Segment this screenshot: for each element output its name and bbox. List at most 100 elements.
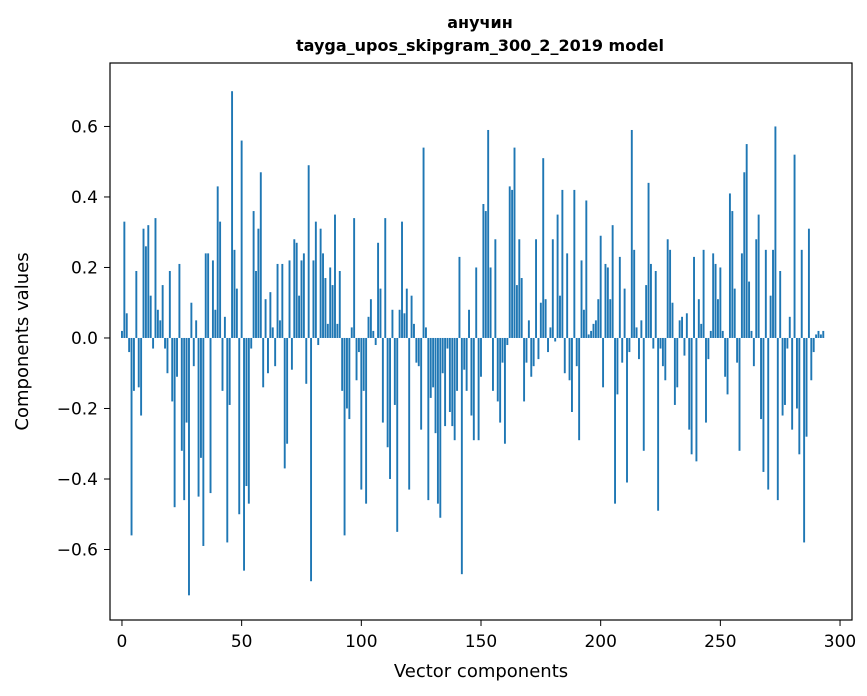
bar: [240, 140, 243, 338]
bar: [594, 320, 597, 338]
bar: [633, 249, 636, 338]
bar: [580, 260, 583, 338]
bar: [649, 263, 652, 338]
bar: [640, 320, 643, 338]
bar: [401, 221, 403, 338]
bar: [693, 256, 695, 338]
bar: [726, 337, 729, 395]
bar: [334, 214, 336, 338]
chart-subtitle: tayga_upos_skipgram_300_2_2019 model: [296, 36, 664, 55]
bar: [346, 337, 348, 409]
bar: [767, 337, 770, 490]
bar: [281, 263, 284, 338]
bar: [781, 337, 784, 416]
bar: [571, 337, 573, 412]
bar: [805, 337, 808, 437]
bar: [123, 221, 126, 338]
bar: [554, 337, 557, 342]
bar: [214, 309, 217, 338]
bar: [372, 330, 375, 338]
bar: [760, 337, 762, 420]
bar: [745, 144, 748, 338]
y-tick-label: 0.6: [71, 117, 98, 137]
bar: [269, 292, 272, 338]
bar: [441, 337, 444, 374]
y-tick-label: 0.2: [71, 258, 98, 278]
bar: [556, 214, 559, 338]
bar: [159, 320, 162, 338]
bar: [678, 320, 681, 338]
bar: [793, 154, 796, 338]
bar: [539, 302, 542, 338]
bar: [578, 337, 581, 441]
bar: [276, 263, 279, 338]
bar: [772, 249, 774, 338]
bar: [267, 337, 269, 374]
bar: [638, 337, 640, 360]
bar: [676, 337, 679, 388]
bar: [243, 337, 245, 571]
bar: [374, 337, 377, 346]
bar: [487, 129, 490, 338]
bar: [492, 337, 494, 391]
bar: [195, 320, 198, 338]
bar: [719, 267, 722, 338]
bar: [185, 337, 188, 423]
bar: [592, 323, 595, 338]
bar: [566, 253, 569, 338]
bar: [436, 337, 439, 504]
bar: [784, 337, 786, 405]
bar: [207, 253, 210, 338]
bar: [192, 337, 195, 367]
bar: [286, 337, 289, 444]
plot-frame: [109, 62, 853, 621]
bar: [525, 337, 528, 363]
bar: [393, 337, 396, 405]
bar: [171, 337, 174, 402]
bar: [518, 239, 521, 338]
bar: [444, 337, 447, 427]
bar: [757, 214, 760, 338]
bar: [764, 249, 767, 338]
bar: [144, 246, 147, 338]
bar: [156, 309, 159, 338]
bar: [302, 253, 305, 338]
bar: [494, 239, 497, 338]
bar: [549, 327, 552, 338]
bar: [602, 337, 605, 388]
bar: [386, 337, 389, 448]
bar: [197, 337, 200, 497]
bar: [338, 270, 341, 338]
bar: [367, 316, 370, 338]
bar: [520, 278, 523, 338]
bar: [377, 242, 380, 338]
bar: [535, 239, 537, 338]
bar: [621, 337, 624, 363]
bar: [305, 337, 308, 384]
bar: [252, 211, 255, 338]
x-axis-label: Vector components: [394, 661, 568, 682]
bar: [606, 267, 609, 338]
bar: [774, 126, 777, 338]
bar: [609, 299, 612, 338]
bar: [353, 218, 356, 338]
bar: [750, 330, 753, 338]
bar: [137, 337, 140, 388]
bar: [635, 327, 638, 338]
bar: [180, 337, 183, 451]
bar: [200, 337, 202, 458]
bar: [695, 337, 698, 462]
bar: [154, 218, 157, 338]
bar: [245, 337, 248, 487]
bar: [250, 337, 253, 349]
bar: [468, 309, 470, 338]
bar: [420, 337, 423, 430]
bar: [451, 337, 454, 427]
bar: [523, 337, 526, 402]
bar: [221, 337, 224, 391]
bar: [257, 228, 260, 338]
bar: [769, 295, 772, 338]
bar: [532, 337, 535, 367]
bar: [482, 204, 485, 338]
bar: [324, 278, 327, 338]
